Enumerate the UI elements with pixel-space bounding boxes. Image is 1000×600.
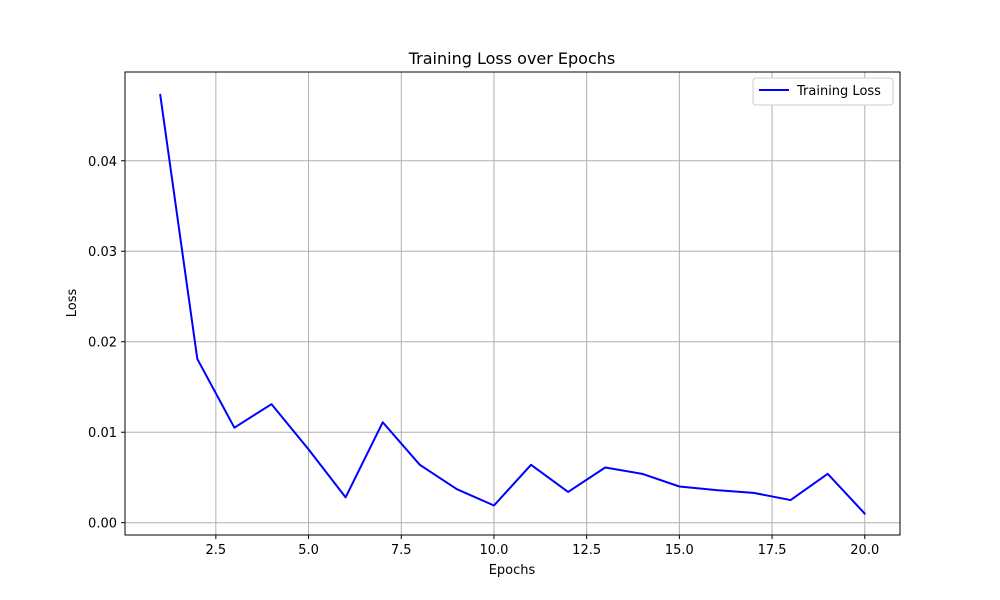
x-tick-label: 15.0 — [665, 543, 694, 558]
y-tick-label: 0.04 — [88, 155, 117, 170]
legend-label-training-loss: Training Loss — [796, 84, 881, 99]
legend: Training Loss — [752, 77, 894, 106]
axes-frame — [124, 71, 901, 536]
x-tick-label: 10.0 — [479, 543, 508, 558]
x-tick-label: 7.5 — [391, 543, 412, 558]
legend-box — [752, 77, 894, 106]
x-axis-label: Epochs — [489, 563, 536, 578]
x-tick-label: 5.0 — [298, 543, 319, 558]
y-tick-label: 0.01 — [88, 426, 117, 441]
x-tick-label: 17.5 — [758, 543, 787, 558]
y-tick-label: 0.03 — [88, 245, 117, 260]
chart-title: Training Loss over Epochs — [408, 49, 616, 68]
y-axis-label: Loss — [65, 289, 80, 318]
grid — [125, 72, 900, 535]
x-tick-label: 2.5 — [206, 543, 227, 558]
x-tick-label: 12.5 — [572, 543, 601, 558]
series-line-training-loss — [159, 93, 866, 515]
x-axis-ticks: 2.5 5.0 7.5 10.0 12.5 15.0 17.5 20.0 — [206, 535, 879, 558]
y-axis-ticks: 0.00 0.01 0.02 0.03 0.04 — [88, 155, 125, 532]
y-tick-label: 0.02 — [88, 336, 117, 351]
x-tick-label: 20.0 — [850, 543, 879, 558]
y-tick-label: 0.00 — [88, 517, 117, 532]
series-layer — [159, 93, 866, 515]
